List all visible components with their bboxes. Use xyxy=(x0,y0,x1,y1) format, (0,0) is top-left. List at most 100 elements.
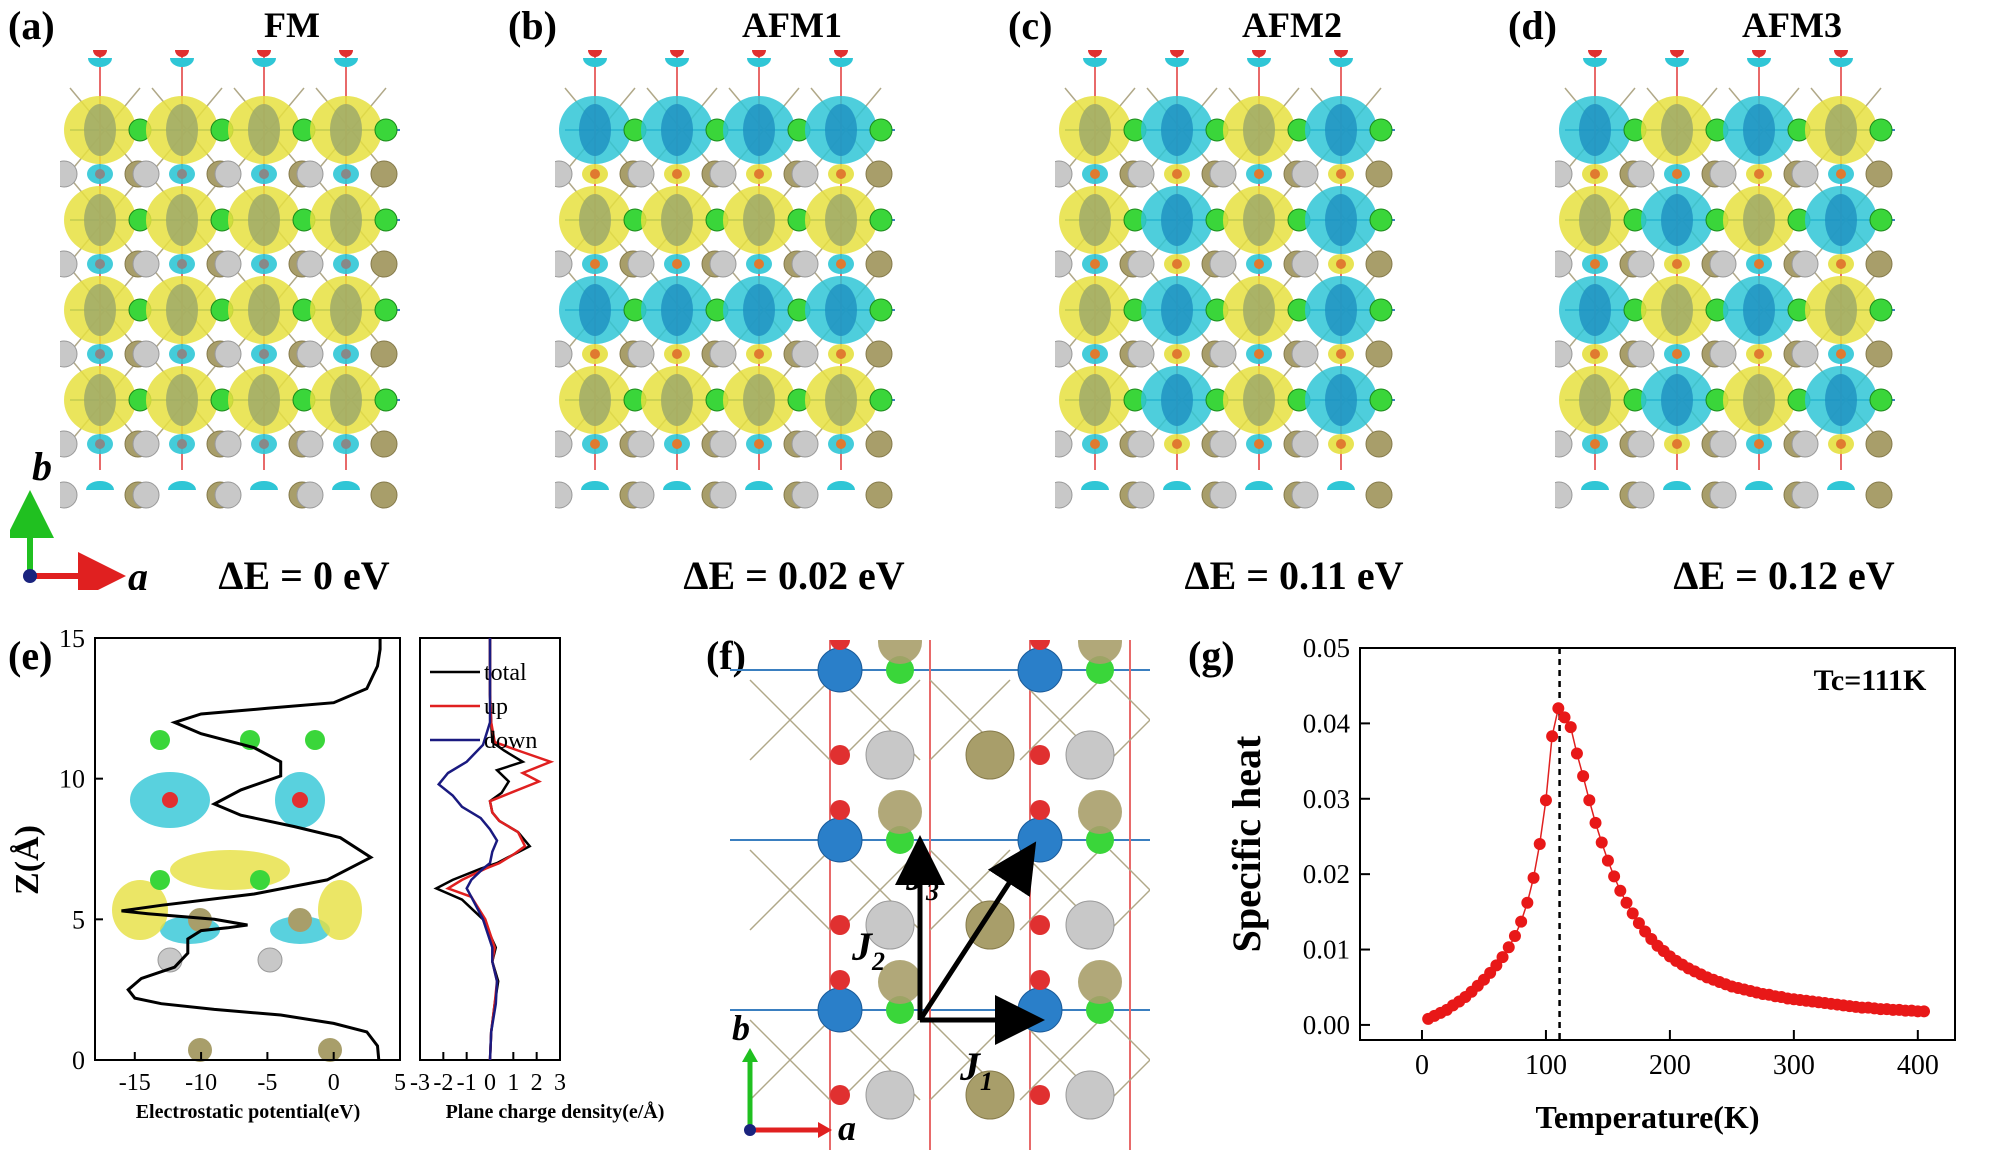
o-atom xyxy=(1172,169,1182,179)
cl-atom xyxy=(1086,656,1114,684)
axis-label-a: a xyxy=(128,554,148,590)
y-tick-label: 0.05 xyxy=(1303,633,1350,663)
bond-line xyxy=(1109,849,1150,892)
data-point xyxy=(1626,907,1639,920)
cl-atom xyxy=(1086,996,1114,1024)
ge-atom xyxy=(1209,481,1237,509)
ge-atom xyxy=(132,481,160,509)
fe-atom xyxy=(330,284,362,336)
data-point xyxy=(1521,896,1534,909)
spin-lobe xyxy=(665,58,689,67)
series-line-potential xyxy=(121,638,382,1061)
o-atom xyxy=(830,1085,850,1105)
cl-atom xyxy=(374,208,398,232)
ge-atom xyxy=(296,250,324,278)
ge-atom xyxy=(791,250,819,278)
o-atom xyxy=(341,259,351,269)
o-atom xyxy=(341,349,351,359)
fe-atom xyxy=(1079,194,1111,246)
te-atom xyxy=(865,481,893,509)
panel-letter-c: (c) xyxy=(1008,3,1053,48)
axis-label-b-f: b xyxy=(732,1008,750,1048)
axis-label-b: b xyxy=(32,444,52,489)
series-line-down xyxy=(436,638,499,1061)
ge-atom xyxy=(555,250,573,278)
o-atom xyxy=(259,169,269,179)
spin-density-structure-afm1 xyxy=(555,50,895,509)
cl-atom xyxy=(374,118,398,142)
spin-lobe xyxy=(170,850,290,890)
fe-atom xyxy=(1825,104,1857,156)
ge-atom xyxy=(214,160,242,188)
x-tick-label: 3 xyxy=(554,1070,566,1096)
spin-lobe xyxy=(1663,481,1691,490)
te-atom xyxy=(318,1038,342,1062)
fe-atom xyxy=(743,284,775,336)
o-atom xyxy=(1754,169,1764,179)
fe-atom xyxy=(1743,104,1775,156)
te-atom xyxy=(370,340,398,368)
energy-afm1: ΔE = 0.02 eV xyxy=(683,553,905,598)
o-atom xyxy=(1672,169,1682,179)
ge-atom xyxy=(1555,340,1573,368)
ge-atom xyxy=(1709,250,1737,278)
y-tick-label: 0.03 xyxy=(1303,784,1350,814)
spin-lobe xyxy=(334,58,358,67)
fe-atom xyxy=(166,104,198,156)
o-atom xyxy=(1254,259,1264,269)
o-atom xyxy=(754,349,764,359)
spin-lobe xyxy=(1665,58,1689,67)
fe-atom xyxy=(579,374,611,426)
o-atom xyxy=(1752,50,1766,57)
data-point xyxy=(1632,917,1645,930)
ge-atom xyxy=(1055,430,1073,458)
data-point xyxy=(1570,747,1583,760)
cl-atom xyxy=(869,298,893,322)
data-point xyxy=(1620,896,1633,909)
o-atom xyxy=(670,50,684,57)
spin-lobe xyxy=(1327,481,1355,490)
o-atom xyxy=(1030,640,1050,650)
o-atom xyxy=(672,439,682,449)
o-atom xyxy=(1834,50,1848,57)
ge-atom xyxy=(60,250,78,278)
te-atom xyxy=(188,908,212,932)
te-atom xyxy=(865,430,893,458)
o-atom xyxy=(339,50,353,57)
fe-atom xyxy=(825,374,857,426)
fe-atom xyxy=(661,374,693,426)
ge-atom xyxy=(709,250,737,278)
ge-atom xyxy=(1291,250,1319,278)
te-atom xyxy=(1865,250,1893,278)
spin-lobe xyxy=(168,481,196,490)
x-tick-label: -3 xyxy=(410,1070,430,1096)
x-tick-label: -15 xyxy=(119,1070,151,1096)
tc-annotation: Tc=111K xyxy=(1814,664,1927,697)
ge-atom xyxy=(132,160,160,188)
fe-atom xyxy=(166,194,198,246)
o-atom xyxy=(177,259,187,269)
te-atom xyxy=(1865,340,1893,368)
ge-atom xyxy=(296,340,324,368)
fe-atom xyxy=(1579,284,1611,336)
o-atom xyxy=(1030,745,1050,765)
ge-atom xyxy=(865,730,915,780)
ge-atom xyxy=(1065,1070,1115,1120)
fe-atom xyxy=(1661,374,1693,426)
x-tick-label: 5 xyxy=(394,1070,406,1096)
ge-atom xyxy=(627,250,655,278)
te-atom xyxy=(370,481,398,509)
cl-atom xyxy=(374,388,398,412)
ge-atom xyxy=(627,160,655,188)
o-atom xyxy=(830,970,850,990)
bond-line xyxy=(749,849,831,931)
te-atom xyxy=(878,960,922,1004)
ge-atom xyxy=(1127,250,1155,278)
cl-atom xyxy=(150,730,170,750)
o-atom xyxy=(162,792,178,808)
y-tick-label: 15 xyxy=(59,630,85,653)
te-atom xyxy=(865,340,893,368)
o-atom xyxy=(1590,169,1600,179)
data-point xyxy=(1601,854,1614,867)
